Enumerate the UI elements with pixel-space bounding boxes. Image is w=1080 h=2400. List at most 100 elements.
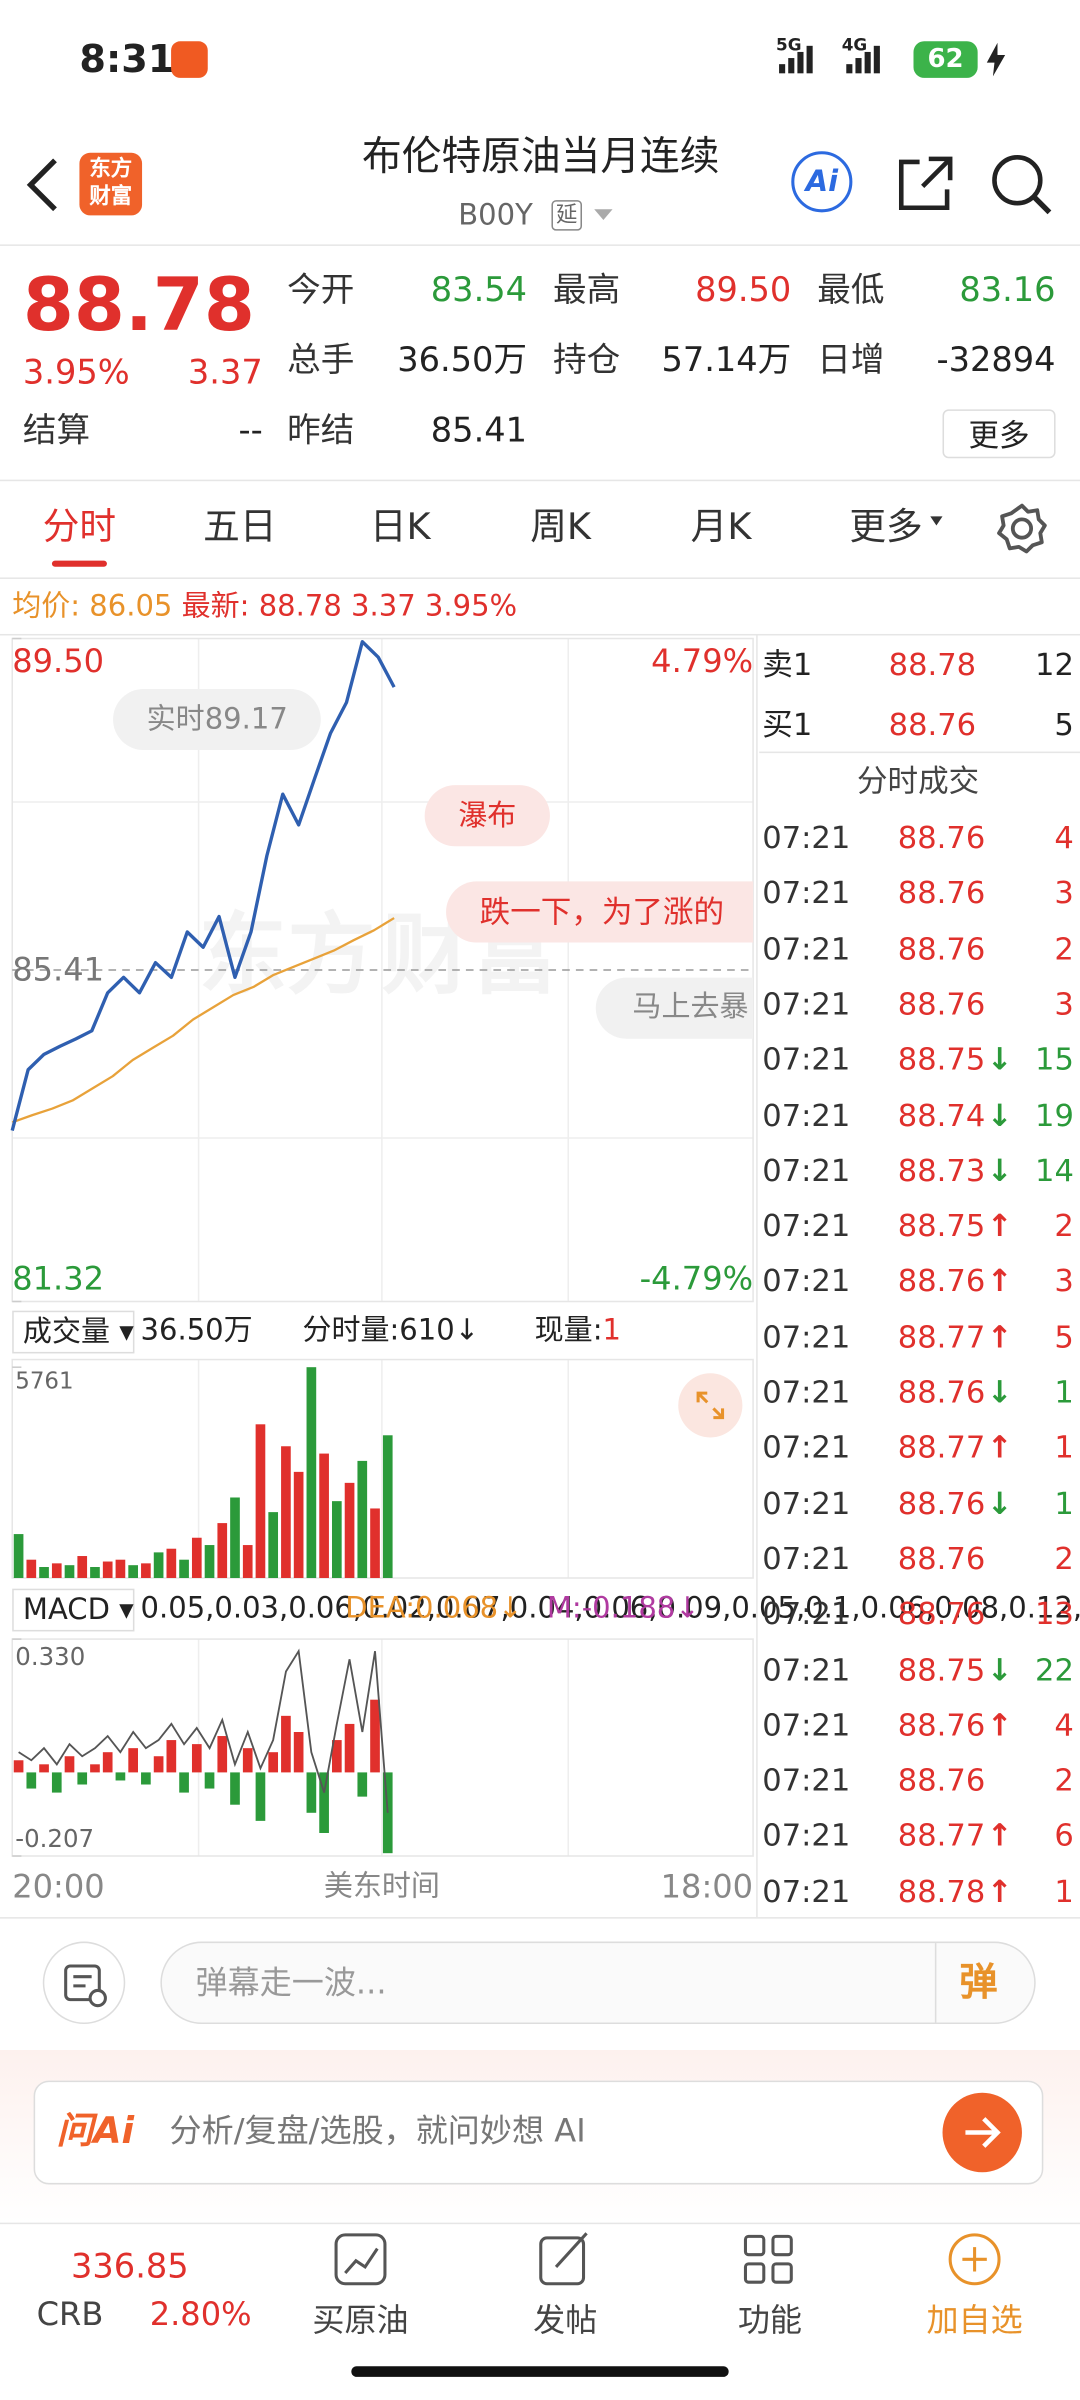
battery: 62 — [913, 41, 978, 78]
tab[interactable]: 月K — [690, 505, 752, 549]
macd-selector[interactable]: MACD ▾ — [12, 1588, 135, 1632]
macd-bar — [230, 1772, 240, 1805]
volume-bar — [64, 1565, 75, 1578]
trade-time: 07:21 — [762, 1539, 851, 1577]
back-button[interactable] — [21, 156, 61, 214]
trade-time: 07:21 — [762, 1262, 851, 1300]
x-start-label: 20:00 — [12, 1868, 105, 1905]
change-value: 3.37 — [187, 354, 263, 393]
trade-direction: ↓ — [986, 1151, 1013, 1189]
volume-bar — [306, 1367, 317, 1578]
ai-button[interactable]: Ai — [791, 151, 853, 213]
danmu-clip: 马上去暴 — [595, 977, 754, 1039]
nav-item[interactable]: 功能 — [737, 2302, 802, 2339]
dif-line — [18, 1648, 389, 1813]
volume-bar — [204, 1545, 215, 1578]
danmu-icon — [64, 1964, 107, 2008]
trade-volume: 3 — [1054, 1262, 1074, 1300]
divider — [0, 1917, 1080, 1919]
trade-price: 88.76 — [897, 874, 986, 911]
avg-label: 均价: — [12, 589, 81, 624]
settings-button[interactable] — [996, 503, 1048, 555]
field-label: 持仓 — [552, 342, 621, 381]
tab[interactable]: 分时 — [42, 505, 117, 549]
trade-direction: ↓ — [986, 1484, 1013, 1521]
latest-pct: 3.95% — [424, 589, 518, 624]
macd-bar — [370, 1699, 380, 1773]
field-value: -- — [238, 412, 263, 451]
macd-bar — [90, 1764, 100, 1773]
volume-bar — [128, 1565, 138, 1578]
volume-bar — [153, 1552, 164, 1578]
nav-item[interactable]: 发帖 — [533, 2302, 598, 2339]
field-value: 36.50万 — [397, 342, 528, 381]
macd-bar — [268, 1752, 279, 1773]
tab[interactable]: 日K — [369, 505, 431, 549]
macd-bar — [102, 1752, 113, 1773]
latest-change: 3.37 — [351, 589, 416, 624]
grid — [12, 638, 754, 1857]
volume-bar — [268, 1512, 279, 1578]
trade-price: 88.76 — [897, 1484, 986, 1521]
divider — [0, 479, 1080, 482]
avg-line — [11, 917, 395, 1124]
trade-volume: 2 — [1054, 1761, 1074, 1799]
trade-price: 88.76 — [897, 929, 986, 967]
volume-selector[interactable]: 成交量 ▾ — [12, 1310, 135, 1354]
trade-direction: ↓ — [986, 1040, 1013, 1078]
trade-price: 88.77 — [897, 1816, 986, 1854]
ai-input[interactable]: 问Ai 分析/复盘/选股，就问妙想 AI — [33, 2080, 1044, 2185]
trade-volume: 1 — [1054, 1428, 1074, 1466]
trade-direction: ↑ — [986, 1705, 1013, 1743]
macd-dif: 0.05,0.03,0.06,0.02,0.07,0.04,0.06,0.09,… — [140, 1591, 1080, 1626]
arrow-icon — [965, 2117, 1001, 2148]
trade-price: 88.75 — [897, 1206, 986, 1244]
trade-price: 88.76 — [897, 985, 986, 1022]
trade-time: 07:21 — [762, 1484, 851, 1521]
share-button[interactable] — [895, 153, 956, 214]
ai-placeholder: 分析/复盘/选股，就问妙想 AI — [169, 2112, 586, 2150]
tab[interactable]: 五日 — [203, 505, 277, 549]
trade-price: 88.76 — [897, 1262, 986, 1300]
search-button[interactable] — [990, 153, 1054, 217]
info-line: 均价: 86.05 最新: 88.78 3.37 3.95% — [12, 589, 518, 624]
volume-bar — [230, 1497, 240, 1578]
macd-bar — [128, 1748, 138, 1773]
tab[interactable]: 周K — [530, 505, 591, 549]
trade-time: 07:21 — [762, 1816, 851, 1854]
volume-bar — [331, 1501, 342, 1578]
nav-item[interactable]: 买原油 — [312, 2302, 409, 2339]
nav-item[interactable]: 加自选 — [926, 2302, 1023, 2339]
trade-price: 88.75 — [897, 1040, 986, 1078]
danmu-input[interactable]: 弹幕走一波... 弹 — [160, 1941, 1036, 2025]
dropdown-icon[interactable] — [593, 208, 614, 223]
trade-direction: ↑ — [986, 1428, 1013, 1466]
macd-bar — [191, 1744, 202, 1773]
x-end-label: 18:00 — [660, 1868, 754, 1905]
field-value: 85.41 — [430, 412, 528, 451]
change-pct: 3.95% — [22, 354, 130, 393]
macd-dea: DEA:0.068↓ — [345, 1591, 523, 1626]
macd-bar — [281, 1715, 291, 1773]
danmu-toggle[interactable] — [42, 1941, 126, 2025]
trade-volume: 6 — [1054, 1816, 1074, 1854]
trade-volume: 1 — [1054, 1872, 1074, 1909]
trade-time: 07:21 — [762, 1428, 851, 1466]
trade-volume: 2 — [1054, 1206, 1074, 1244]
trade-volume: 4 — [1054, 818, 1074, 856]
danmu-bubble: 跌一下，为了涨的 — [479, 893, 725, 931]
more-button[interactable]: 更多 — [942, 409, 1056, 459]
divider — [0, 577, 1080, 579]
volume-frame — [11, 1358, 754, 1579]
current-volume: 现量:1 — [535, 1316, 621, 1346]
macd-bar — [141, 1772, 151, 1785]
macd-bar — [26, 1772, 37, 1789]
ai-send[interactable] — [942, 2092, 1022, 2173]
volume-bar — [90, 1567, 100, 1578]
expand-button[interactable] — [678, 1373, 743, 1438]
y-mid-label: 85.41 — [12, 951, 105, 989]
danmu-send[interactable]: 弹 — [959, 1959, 998, 2005]
trade-volume: 1 — [1054, 1373, 1074, 1410]
tab[interactable]: 更多 — [849, 505, 923, 549]
